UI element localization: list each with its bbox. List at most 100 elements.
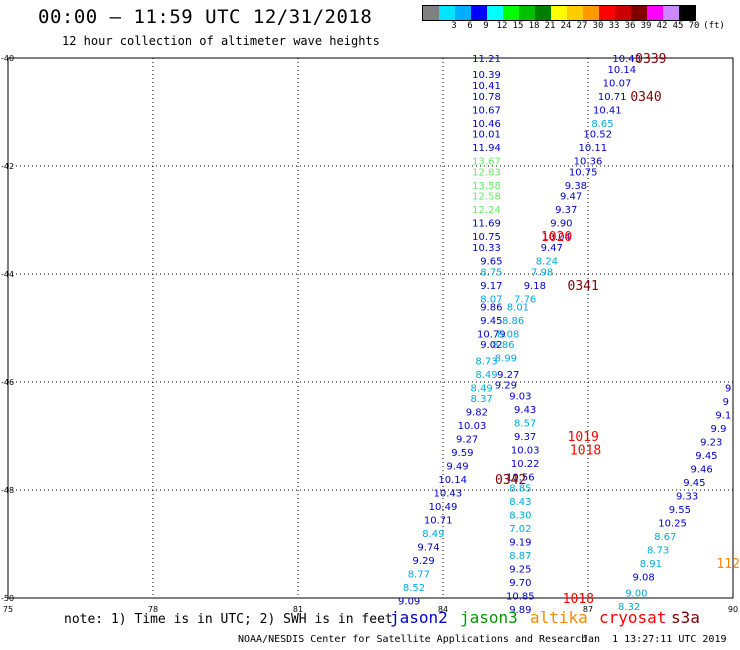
- wave-height-value: 10.14: [438, 475, 467, 486]
- wave-height-value: 8.86: [492, 340, 514, 351]
- wave-height-value: 10.75: [472, 232, 501, 243]
- wave-height-value: 9.03: [509, 392, 531, 403]
- map-frame: [7, 57, 734, 599]
- wave-height-value: 10.04: [542, 232, 571, 243]
- wave-height-value: 9: [723, 397, 729, 408]
- pass-time-label: 1018: [563, 592, 594, 607]
- wave-height-value: 9.08: [632, 572, 654, 583]
- wave-height-value: 9.27: [456, 435, 478, 446]
- pass-time-label: 0342: [495, 473, 526, 488]
- pass-time-label: 1018: [570, 444, 601, 459]
- latitude-tick-label: -50: [1, 594, 14, 603]
- wave-height-value: 10.41: [593, 105, 622, 116]
- satellite-legend-jason3: jason3: [460, 608, 518, 627]
- wave-height-value: 10.79: [477, 329, 506, 340]
- legend-tick-label: 30: [592, 21, 604, 31]
- wave-height-value: 8.52: [403, 583, 425, 594]
- wave-height-value: 8.73: [475, 356, 497, 367]
- satellite-legend-s3a: s3a: [671, 608, 700, 627]
- legend-unit: (ft): [703, 21, 725, 31]
- legend-swatch: [567, 6, 583, 20]
- wave-height-value: 7.98: [531, 267, 553, 278]
- wave-height-value: 10.22: [511, 459, 540, 470]
- legend-swatch: [583, 6, 599, 20]
- wave-height-value: 10.41: [472, 81, 501, 92]
- legend-tick-label: 42: [656, 21, 668, 31]
- wave-height-value: 9.09: [398, 597, 420, 608]
- legend-swatch: [663, 6, 679, 20]
- wave-height-value: 8.37: [471, 394, 493, 405]
- wave-height-value: 9.45: [695, 451, 717, 462]
- wave-height-value: 11.94: [472, 143, 501, 154]
- wave-height-value: 9.29: [495, 381, 517, 392]
- wave-height-value: 8.01: [507, 302, 529, 313]
- latitude-tick-label: -42: [1, 162, 14, 171]
- legend-tick-label: 15: [512, 21, 524, 31]
- wave-height-value: 7.76: [514, 294, 536, 305]
- pass-time-label: 112: [716, 557, 739, 572]
- legend-tick-label: 6: [467, 21, 473, 31]
- wave-height-value: 9.1: [715, 410, 731, 421]
- wave-height-value: 8.49: [422, 529, 444, 540]
- credit-text: NOAA/NESDIS Center for Satellite Applica…: [238, 634, 588, 645]
- wave-height-value: 10.07: [603, 78, 632, 89]
- color-scale-legend: [422, 5, 696, 21]
- wave-height-value: 8.32: [618, 602, 640, 613]
- legend-swatch: [471, 6, 487, 20]
- wave-height-value: 9.89: [509, 605, 531, 616]
- wave-height-value: 10.43: [612, 54, 641, 65]
- wave-height-value: 8.08: [497, 329, 519, 340]
- wave-height-value: 8.77: [408, 570, 430, 581]
- wave-height-value: 13.67: [472, 157, 501, 168]
- legend-tick-label: 12: [496, 21, 508, 31]
- legend-swatch: [439, 6, 455, 20]
- wave-height-value: 9.37: [514, 432, 536, 443]
- wave-height-value: 8.65: [591, 119, 613, 130]
- wave-height-value: 8.49: [475, 370, 497, 381]
- legend-swatch: [551, 6, 567, 20]
- wave-height-value: 9.47: [560, 192, 582, 203]
- wave-height-value: 10.03: [511, 446, 540, 457]
- wave-height-value: 8.30: [509, 510, 531, 521]
- latitude-tick-label: -46: [1, 378, 14, 387]
- wave-height-value: 10.71: [424, 516, 453, 527]
- wave-height-value: 10.36: [574, 157, 603, 168]
- wave-height-value: 9.25: [509, 564, 531, 575]
- satellite-legend-altika: altika: [530, 608, 588, 627]
- wave-height-value: 9.27: [497, 370, 519, 381]
- wave-height-value: 10.46: [472, 119, 501, 130]
- legend-tick-label: 39: [640, 21, 652, 31]
- latitude-tick-label: -48: [1, 486, 14, 495]
- wave-height-value: 9.45: [683, 478, 705, 489]
- wave-height-value: 10.39: [472, 70, 501, 81]
- legend-swatch: [599, 6, 615, 20]
- wave-height-value: 10.33: [472, 243, 501, 254]
- wave-height-value: 10.14: [608, 65, 637, 76]
- wave-height-value: 8.24: [536, 257, 558, 268]
- wave-height-value: 10.85: [506, 591, 535, 602]
- wave-height-value: 8.85: [509, 483, 531, 494]
- wave-height-value: 10.71: [598, 92, 627, 103]
- wave-height-value: 10.11: [579, 143, 608, 154]
- generated-timestamp: Jan 1 13:27:11 UTC 2019: [582, 634, 727, 645]
- wave-height-value: 9.74: [417, 543, 439, 554]
- wave-height-value: 8.57: [514, 419, 536, 430]
- wave-height-value: 9.43: [514, 405, 536, 416]
- wave-height-value: 8.87: [509, 551, 531, 562]
- wave-height-value: 9.18: [524, 281, 546, 292]
- wave-height-value: 8.67: [654, 532, 676, 543]
- pass-time-label: 0339: [635, 52, 666, 67]
- wave-height-value: 9.65: [480, 257, 502, 268]
- wave-height-value: 9.70: [509, 578, 531, 589]
- legend-swatch: [535, 6, 551, 20]
- map-subtitle: 12 hour collection of altimeter wave hei…: [62, 34, 380, 48]
- latitude-tick-label: -40: [1, 54, 14, 63]
- pass-time-label: 0340: [630, 90, 661, 105]
- wave-height-value: 13.58: [472, 181, 501, 192]
- wave-height-value: 9.45: [480, 316, 502, 327]
- wave-height-value: 7.02: [509, 524, 531, 535]
- wave-height-value: 9.47: [541, 243, 563, 254]
- wave-height-value: 9.00: [625, 589, 647, 600]
- wave-height-value: 10.03: [458, 421, 487, 432]
